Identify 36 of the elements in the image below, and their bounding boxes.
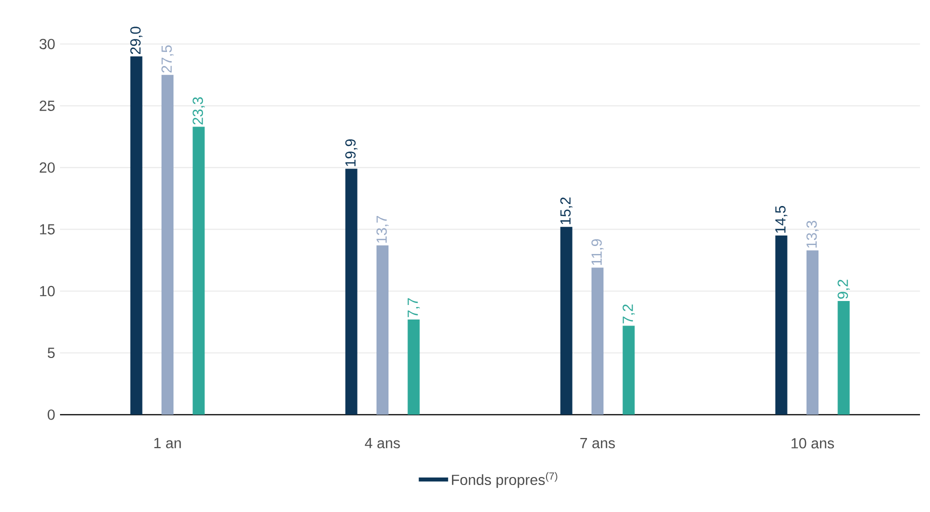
x-tick-label: 4 ans bbox=[364, 438, 400, 448]
bar bbox=[130, 56, 142, 415]
bar bbox=[775, 236, 788, 415]
bar bbox=[592, 268, 604, 415]
bar bbox=[838, 300, 850, 415]
data-label: 9,2 bbox=[838, 280, 850, 299]
y-tick-label: 10 bbox=[40, 286, 55, 296]
bar bbox=[806, 250, 819, 415]
data-label: 14,5 bbox=[775, 206, 788, 233]
data-label: 27,5 bbox=[161, 45, 174, 73]
data-label: 13,3 bbox=[806, 220, 819, 248]
bar bbox=[192, 126, 205, 415]
data-label: 23,3 bbox=[192, 97, 205, 124]
bar bbox=[345, 168, 358, 415]
data-label: 13,7 bbox=[376, 216, 389, 243]
data-label: 7,2 bbox=[622, 304, 635, 324]
y-tick-label: 30 bbox=[40, 38, 55, 50]
x-tick-label: 10 ans bbox=[792, 438, 834, 448]
legend-label: Fonds propres$^{(7)}$ bbox=[452, 472, 558, 488]
bar bbox=[408, 320, 420, 415]
y-tick-label: 5 bbox=[48, 348, 55, 358]
y-tick-label: 0 bbox=[48, 409, 55, 420]
x-tick-label: 7 ans bbox=[580, 438, 615, 448]
y-tick-label: 15 bbox=[40, 224, 55, 234]
bar bbox=[560, 226, 572, 415]
bar bbox=[376, 245, 389, 415]
bar bbox=[162, 74, 174, 415]
data-label: 15,2 bbox=[560, 197, 572, 224]
data-label: 29,0 bbox=[130, 26, 142, 54]
y-tick-label: 25 bbox=[40, 100, 55, 111]
data-label: 11,9 bbox=[591, 239, 604, 265]
data-label: 19,9 bbox=[345, 139, 358, 166]
x-tick-label: 1 an bbox=[154, 438, 181, 448]
data-label: 7,7 bbox=[408, 298, 420, 318]
bar bbox=[622, 326, 635, 415]
y-tick-label: 20 bbox=[40, 162, 55, 173]
